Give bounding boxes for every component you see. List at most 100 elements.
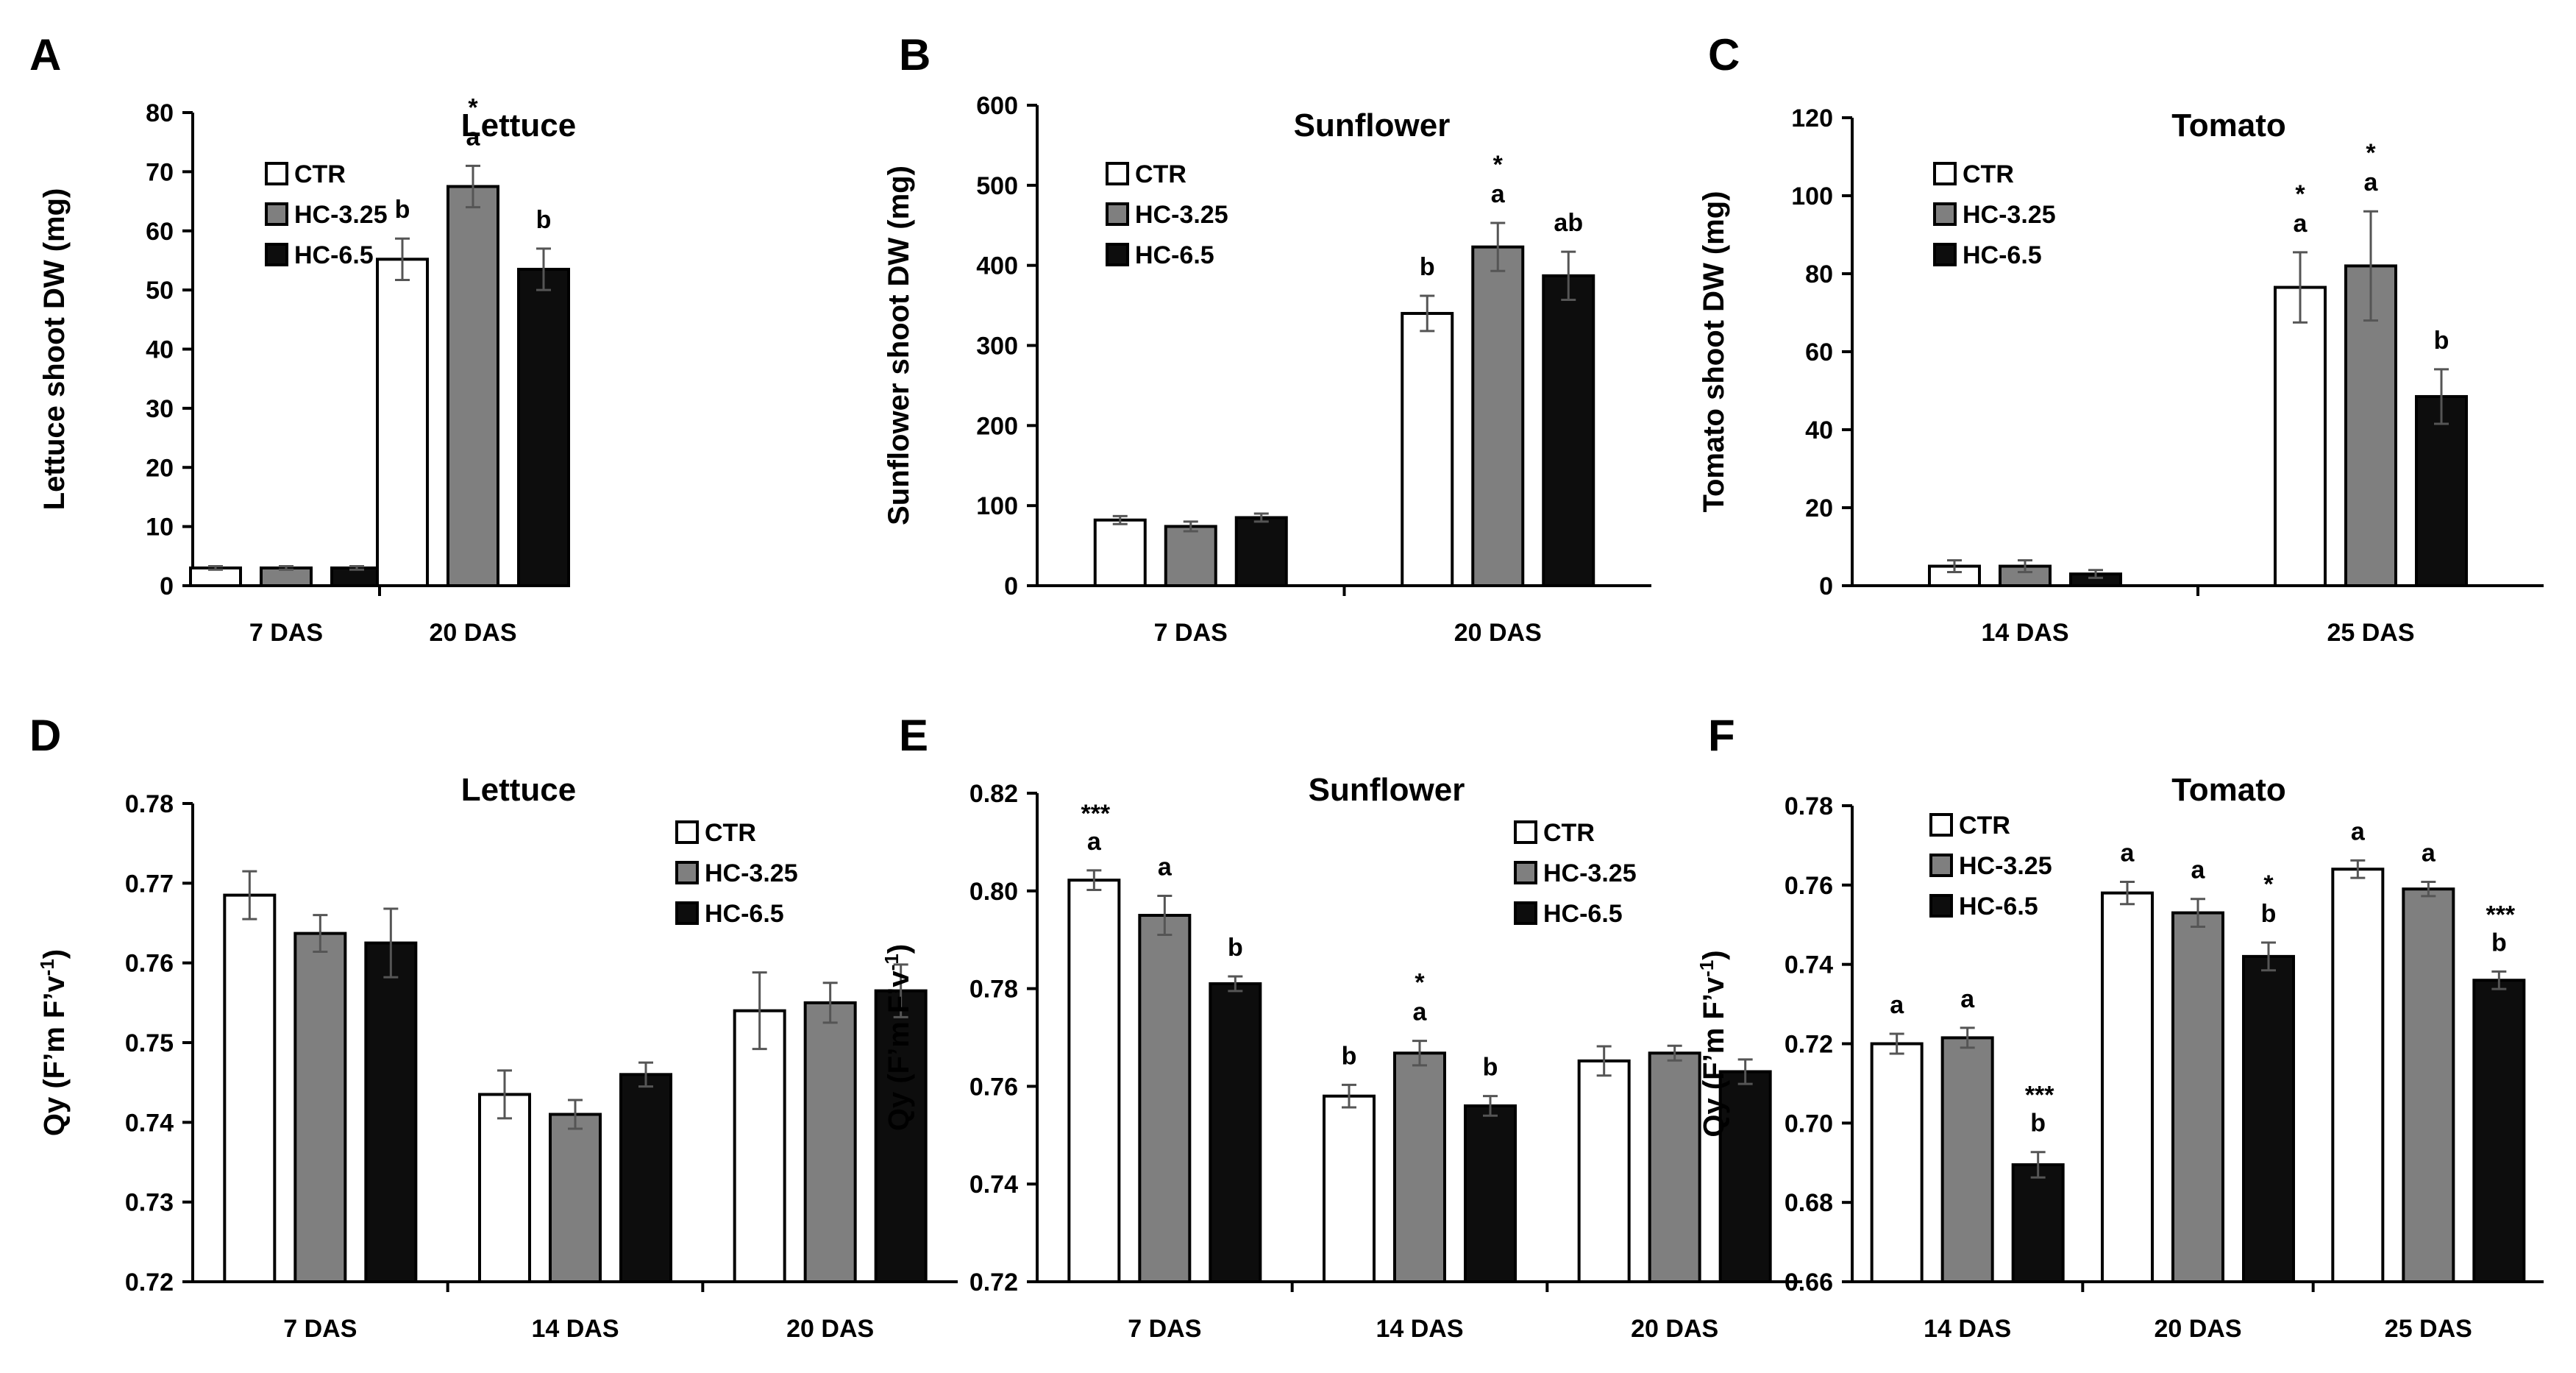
error-bar <box>2421 881 2436 898</box>
y-axis-label: Tomato shoot DW (mg) <box>1698 191 1730 513</box>
x-tick-label: 14 DAS <box>1376 1315 1463 1343</box>
significance-letter: a <box>466 123 481 151</box>
error-bar <box>1490 221 1506 272</box>
legend-label: CTR <box>294 160 346 188</box>
error-bar <box>383 907 399 979</box>
y-tick-label: 0.68 <box>1785 1189 1833 1217</box>
bar <box>376 258 429 587</box>
x-tick-label: 7 DAS <box>1154 619 1228 647</box>
panel-e: E Sunflower Qy (F’m F’v-1) 0.72 0.74 0.76 0.78… <box>880 711 1802 1343</box>
significance-letter: b <box>2434 327 2449 355</box>
bar <box>733 1009 786 1283</box>
panel-letter: F <box>1708 711 1735 760</box>
bar <box>1577 1059 1631 1283</box>
y-tick-label: 0.73 <box>125 1189 174 1217</box>
legend-swatch <box>1106 202 1129 226</box>
legend-swatch <box>265 202 288 226</box>
y-tick-label: 40 <box>1805 416 1833 444</box>
y-tick-label: 0.78 <box>125 790 174 818</box>
y-tick-label: 400 <box>976 252 1018 280</box>
legend-label: HC-3.25 <box>294 201 388 229</box>
error-bar <box>1086 869 1102 891</box>
legend-swatch <box>265 162 288 185</box>
legend-label: CTR <box>705 819 756 847</box>
bar <box>1648 1051 1701 1284</box>
error-bar <box>242 870 257 920</box>
bar <box>2415 394 2468 587</box>
panel-letter: E <box>899 711 928 760</box>
y-tick-label: 40 <box>146 336 174 364</box>
bar <box>2242 954 2295 1283</box>
y-tick-label: 200 <box>976 412 1018 440</box>
y-tick-label: 0.74 <box>1785 951 1833 979</box>
y-tick-label: 100 <box>1791 182 1833 210</box>
y-tick-label: 20 <box>146 454 174 482</box>
legend-swatch <box>675 861 699 884</box>
bar <box>293 932 347 1284</box>
bar <box>2171 911 2224 1283</box>
y-tick-label: 60 <box>146 218 174 246</box>
bar <box>2011 1163 2065 1283</box>
legend-swatch <box>265 243 288 266</box>
y-tick-label: 0.72 <box>969 1269 1018 1296</box>
legend: CTR HC-3.25 HC-6.5 <box>1106 160 1228 269</box>
significance-letter: b <box>2491 929 2507 957</box>
bar <box>1471 245 1525 587</box>
error-bar <box>1960 1026 1975 1049</box>
error-bar <box>1342 1083 1356 1109</box>
legend-swatch <box>1514 901 1537 925</box>
error-bar <box>752 971 767 1051</box>
y-tick-label: 0 <box>1819 572 1833 600</box>
error-bar <box>1253 512 1269 523</box>
y-tick-label: 300 <box>976 333 1018 361</box>
legend-swatch <box>1933 162 1957 185</box>
bar <box>1464 1104 1517 1283</box>
legend-swatch <box>1929 813 1953 837</box>
error-bar <box>2191 898 2205 928</box>
y-axis-label: Sunflower shoot DW (mg) <box>883 166 915 525</box>
legend-label: HC-6.5 <box>1543 900 1623 928</box>
significance-letter: b <box>2030 1110 2046 1138</box>
bar <box>1542 274 1595 587</box>
y-tick-label: 50 <box>146 277 174 305</box>
legend: CTR HC-3.25 HC-6.5 <box>1933 160 2056 269</box>
significance-stars: *** <box>2486 901 2515 929</box>
chart-title: Tomato <box>2171 107 2286 143</box>
y-tick-label: 60 <box>1805 338 1833 366</box>
legend-label: CTR <box>1543 819 1595 847</box>
y-tick-label: 0 <box>1004 572 1018 600</box>
x-tick-label: 25 DAS <box>2385 1315 2472 1343</box>
y-tick-label: 10 <box>146 514 174 542</box>
bar <box>446 185 499 587</box>
significance-letter: b <box>1483 1054 1498 1082</box>
x-tick-label: 20 DAS <box>786 1315 874 1343</box>
legend-swatch <box>1929 894 1953 918</box>
legend-swatch <box>1514 820 1537 844</box>
panel-b: B Sunflower Sunflower shoot DW (mg) 0 100 200… <box>883 30 1651 647</box>
significance-stars: * <box>2263 870 2274 898</box>
y-tick-label: 30 <box>146 395 174 423</box>
error-bar <box>1947 559 1962 573</box>
significance-letter: ab <box>1554 209 1583 237</box>
panel-letter: C <box>1708 30 1740 79</box>
y-tick-label: 0.76 <box>1785 872 1833 900</box>
y-tick-label: 0.82 <box>969 780 1018 808</box>
legend-label: HC-3.25 <box>705 859 798 887</box>
error-bar <box>466 164 480 209</box>
error-bar <box>2088 569 2103 579</box>
bar <box>478 1093 531 1283</box>
y-tick-label: 70 <box>146 158 174 186</box>
chart-title: Lettuce <box>461 107 576 143</box>
panel-letter: A <box>29 30 61 79</box>
error-bar <box>1412 1040 1427 1067</box>
legend-swatch <box>1929 854 1953 877</box>
legend: CTR HC-3.25 HC-6.5 <box>1929 812 2052 920</box>
bar <box>549 1113 602 1283</box>
y-tick-label: 0.76 <box>969 1073 1018 1101</box>
error-bar <box>1737 1058 1753 1085</box>
bar <box>1870 1042 1924 1283</box>
y-tick-label: 0 <box>160 572 174 600</box>
legend: CTR HC-3.25 HC-6.5 <box>1514 819 1637 928</box>
significance-letter: a <box>2422 840 2436 868</box>
